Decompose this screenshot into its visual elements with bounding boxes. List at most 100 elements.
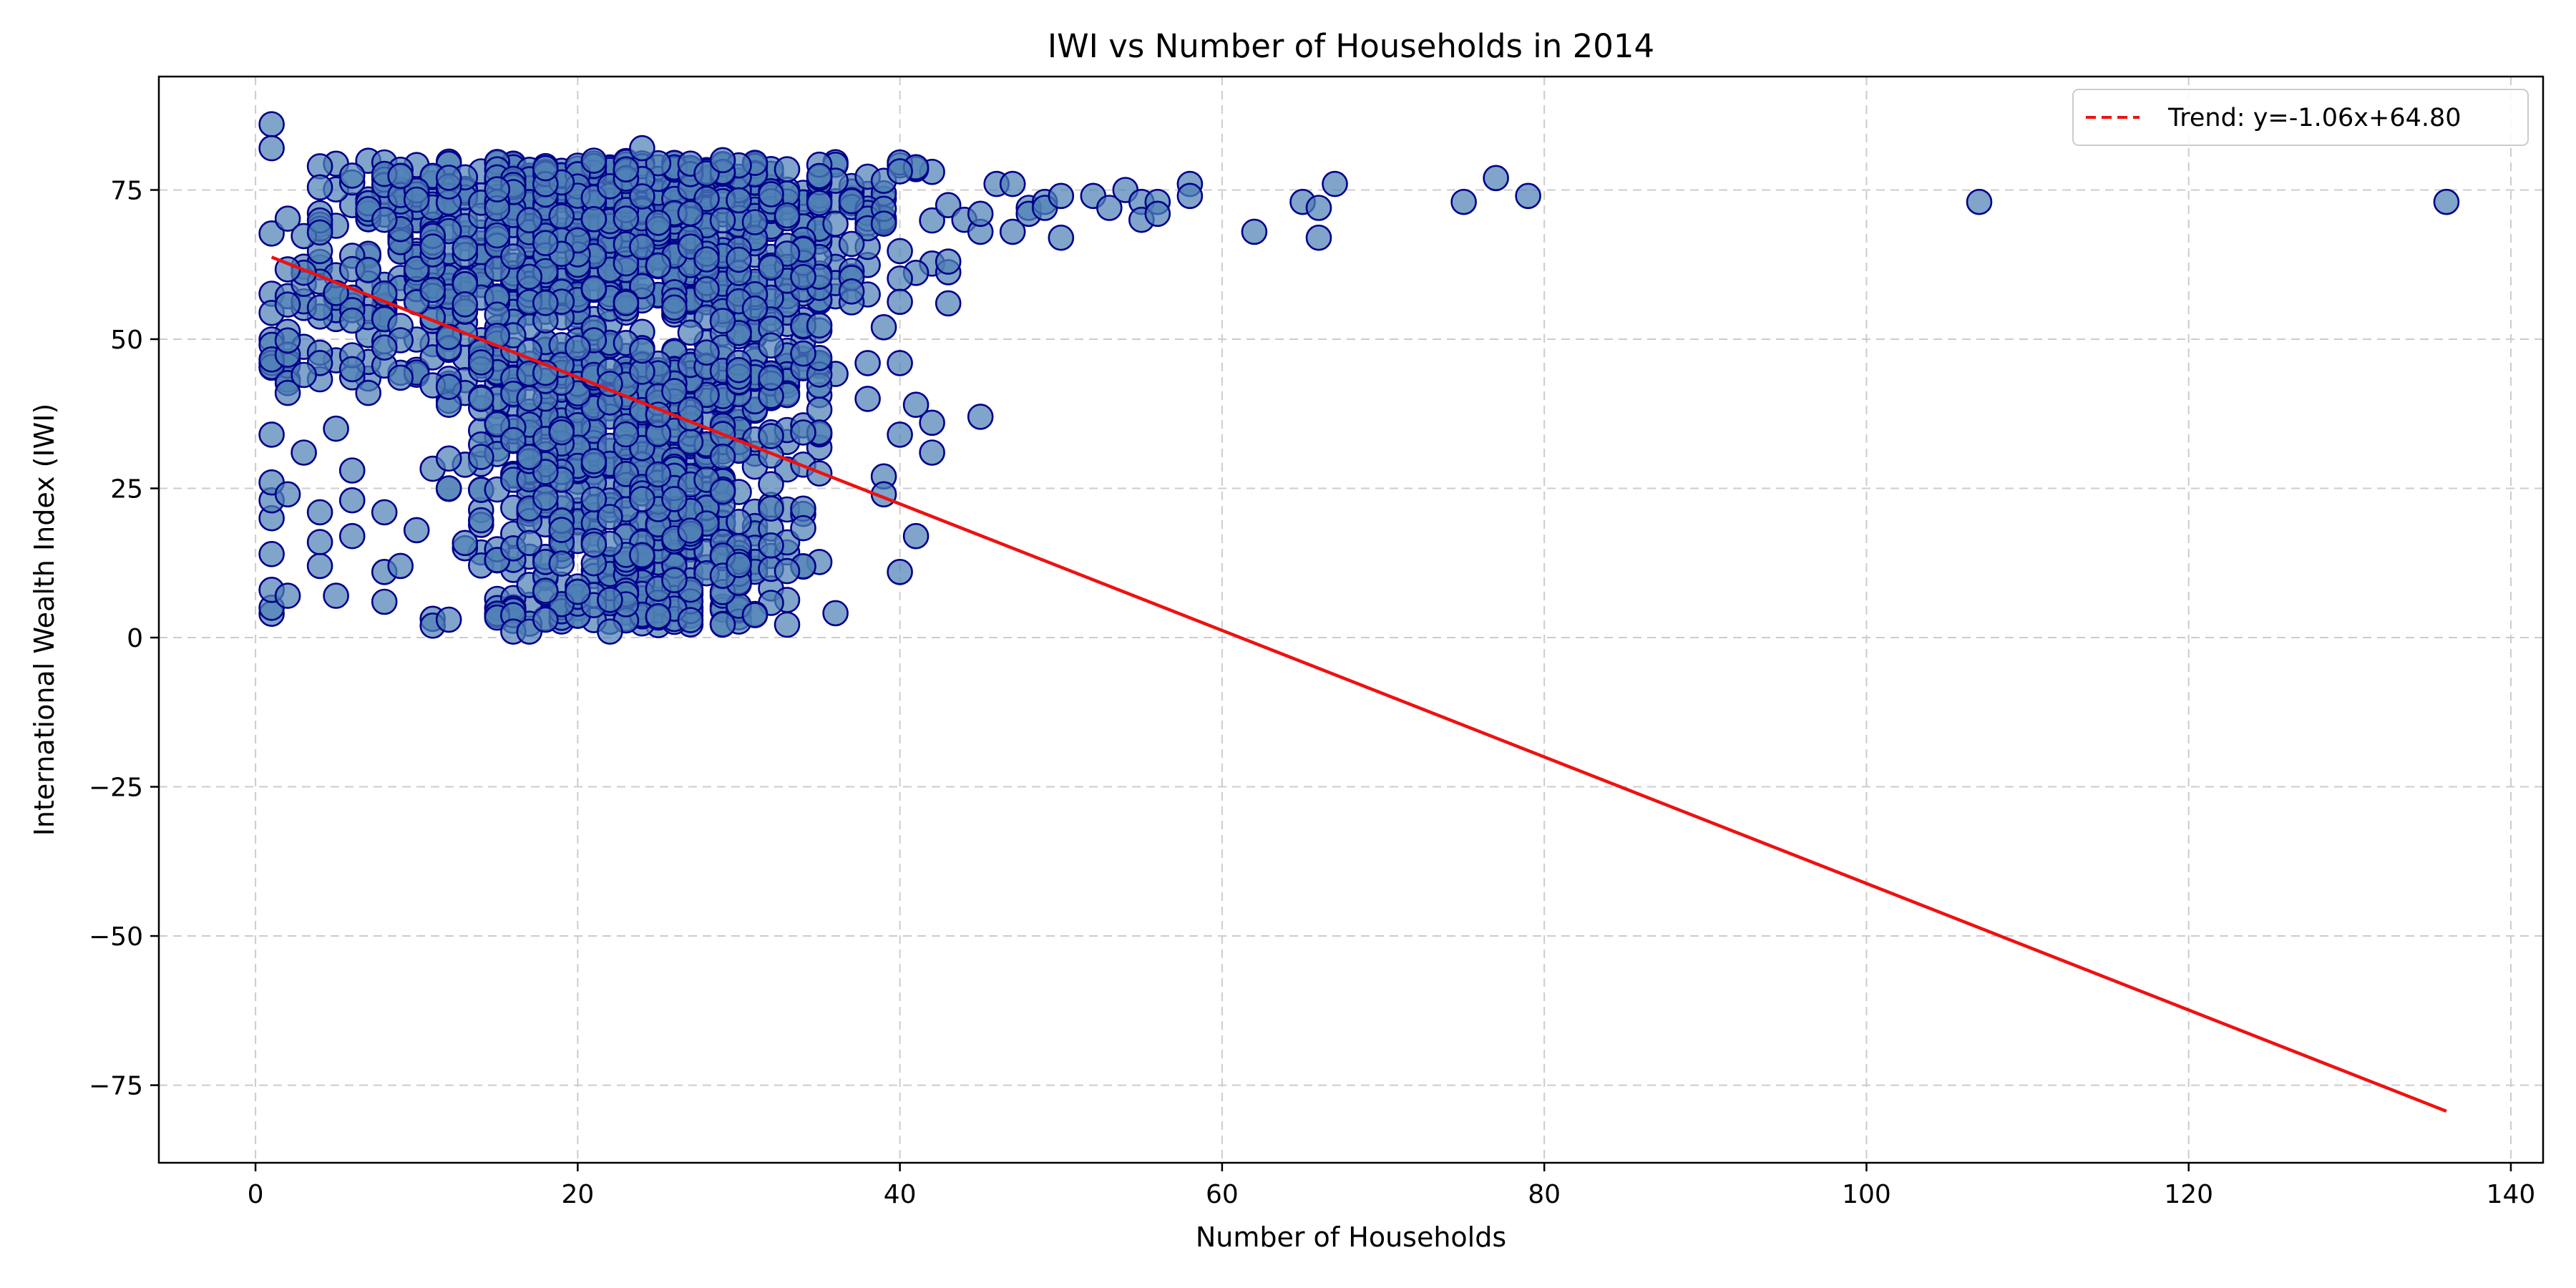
scatter-point	[1241, 218, 1268, 245]
scatter-point	[274, 582, 301, 609]
scatter-point	[854, 350, 881, 376]
scatter-point	[274, 327, 301, 354]
legend-label: Trend: y=-1.06x+64.80	[2167, 104, 2462, 132]
x-tick-label: 40	[884, 1180, 917, 1209]
scatter-point	[258, 540, 285, 567]
scatter-point	[258, 220, 285, 247]
scatter-point	[338, 162, 366, 189]
scatter-point	[758, 532, 784, 559]
scatter-point	[291, 439, 317, 466]
scatter-point	[532, 606, 559, 633]
scatter-point	[629, 135, 655, 162]
scatter-point	[484, 222, 511, 249]
scatter-point	[741, 602, 769, 629]
scatter-point	[323, 415, 349, 442]
scatter-point	[854, 386, 881, 412]
scatter-point	[902, 391, 930, 419]
scatter-point	[323, 582, 349, 609]
scatter-point	[758, 332, 784, 359]
scatter-point	[435, 165, 462, 191]
scatter-point	[838, 230, 865, 258]
scatter-point	[371, 499, 398, 526]
scatter-point	[467, 444, 494, 470]
scatter-point	[1450, 188, 1477, 215]
scatter-point	[291, 361, 317, 389]
scatter-point	[1515, 182, 1541, 210]
scatter-point	[629, 273, 655, 300]
scatter-point	[870, 313, 897, 341]
scatter-point	[677, 517, 704, 544]
scatter-point	[548, 550, 575, 577]
scatter-point	[258, 421, 285, 448]
scatter-point	[274, 291, 301, 318]
scatter-point	[499, 426, 527, 454]
scatter-point	[387, 552, 414, 580]
scatter-point	[967, 200, 994, 228]
scatter-point	[565, 335, 591, 361]
scatter-point	[790, 514, 816, 542]
scatter-point	[887, 265, 913, 292]
scatter-point	[774, 557, 801, 585]
scatter-point	[516, 263, 543, 291]
scatter-point	[774, 156, 801, 182]
scatter-point	[790, 419, 816, 446]
scatter-point	[371, 334, 398, 361]
scatter-point	[726, 552, 752, 578]
scatter-point	[870, 210, 897, 237]
scatter-point	[967, 404, 994, 430]
scatter-point	[741, 209, 769, 235]
scatter-point	[1048, 224, 1075, 251]
scatter-point	[338, 457, 366, 484]
scatter-point	[677, 319, 704, 346]
scatter-point	[580, 205, 608, 233]
scatter-point	[758, 254, 784, 281]
scatter-point	[613, 421, 640, 448]
y-axis-label: International Wealth Index (IWI)	[29, 404, 60, 836]
scatter-point	[806, 190, 833, 217]
scatter-point	[274, 481, 301, 508]
scatter-point	[516, 444, 543, 471]
scatter-point	[306, 529, 333, 555]
scatter-point	[274, 379, 301, 406]
scatter-point	[258, 111, 285, 137]
scatter-point	[435, 606, 462, 633]
scatter-point	[774, 611, 801, 638]
scatter-point	[306, 174, 333, 201]
scatter-point	[548, 203, 575, 230]
scatter-point	[726, 187, 752, 214]
scatter-point	[548, 419, 575, 446]
scatter-point	[629, 233, 655, 260]
scatter-point	[999, 170, 1026, 197]
scatter-point	[1176, 182, 1204, 210]
scatter-point	[532, 289, 559, 316]
scatter-point	[580, 275, 608, 302]
scatter-point	[1305, 195, 1332, 221]
scatter-point	[645, 461, 672, 488]
scatter-point	[741, 295, 769, 322]
y-tick-label: 0	[127, 624, 143, 653]
scatter-point	[758, 423, 784, 449]
scatter-point	[467, 386, 494, 412]
scatter-point	[597, 618, 623, 645]
scatter-point	[613, 290, 640, 316]
scatter-point	[597, 504, 623, 530]
scatter-point	[565, 578, 591, 605]
scatter-point	[677, 607, 704, 633]
scatter-point	[758, 495, 784, 522]
scatter-point	[338, 356, 366, 383]
scatter-point	[1048, 182, 1075, 210]
scatter-point	[306, 219, 333, 246]
scatter-point	[338, 522, 366, 550]
scatter-point	[661, 567, 688, 594]
scatter-points	[258, 111, 2460, 645]
scatter-point	[677, 429, 704, 455]
scatter-point	[709, 207, 736, 234]
scatter-point	[419, 276, 447, 303]
scatter-point	[758, 471, 784, 498]
scatter-point	[661, 294, 688, 321]
scatter-point	[693, 339, 720, 366]
scatter-point	[758, 364, 784, 391]
scatter-point	[452, 291, 479, 318]
scatter-point	[790, 340, 816, 367]
scatter-point	[435, 475, 462, 502]
